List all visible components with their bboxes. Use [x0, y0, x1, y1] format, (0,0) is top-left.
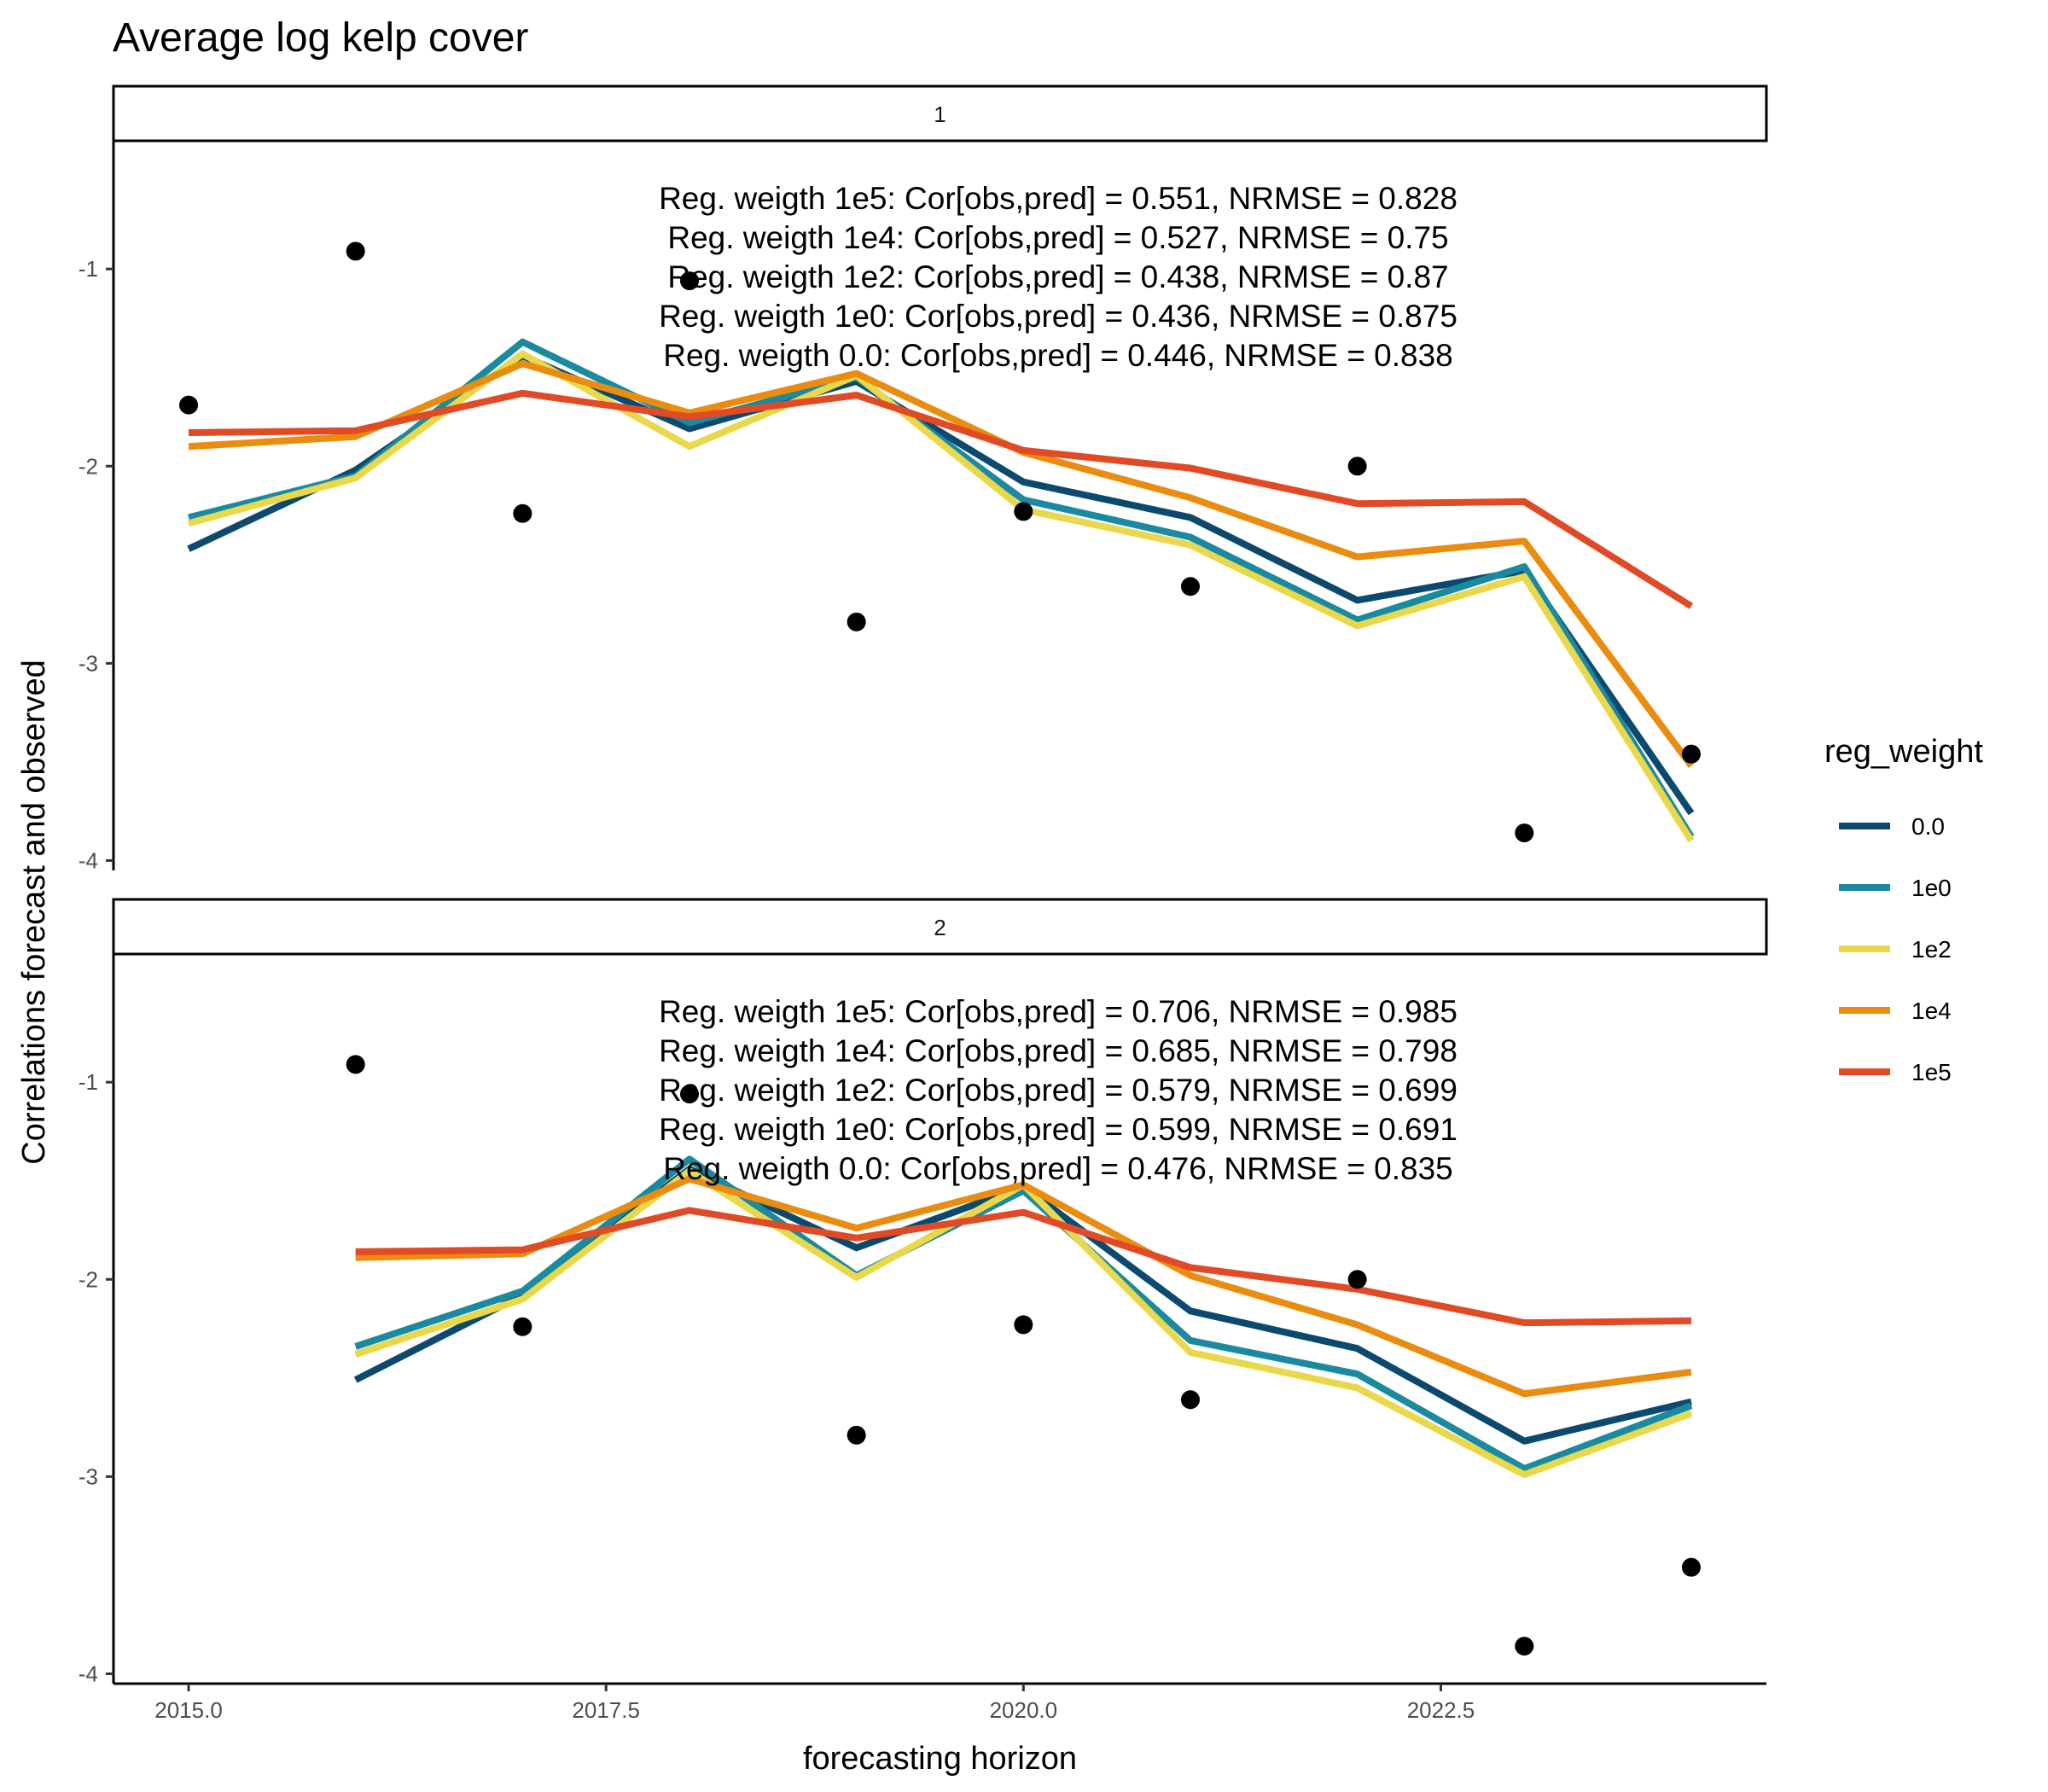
observed-point	[1180, 577, 1200, 596]
legend-label: 1e0	[1911, 875, 1952, 901]
observed-point	[1347, 1270, 1367, 1289]
y-tick-label: -4	[79, 847, 98, 873]
legend-label: 1e5	[1911, 1059, 1952, 1085]
series-lines-2	[353, 1155, 1693, 1479]
x-tick-label: 2017.5	[572, 1697, 640, 1723]
observed-point	[513, 503, 532, 523]
y-axis-ticks-1: -1 -2 -3 -4	[79, 256, 113, 873]
annotation-block-1: Reg. weigth 1e5: Cor[obs,pred] = 0.551, …	[659, 181, 1457, 373]
annotation-text: Reg. weigth 1e0: Cor[obs,pred] = 0.599, …	[659, 1112, 1457, 1147]
observed-point	[847, 1425, 866, 1445]
annotation-text: Reg. weigth 0.0: Cor[obs,pred] = 0.476, …	[663, 1151, 1453, 1186]
series-line-1e4	[188, 360, 1695, 768]
y-tick-label: -1	[79, 1069, 98, 1095]
x-tick-label: 2022.5	[1407, 1697, 1475, 1723]
observed-point	[1681, 744, 1701, 764]
annotation-text: Reg. weigth 1e5: Cor[obs,pred] = 0.706, …	[659, 994, 1457, 1029]
observed-point	[1180, 1390, 1200, 1410]
y-axis-ticks-2: -1 -2 -3 -4	[79, 1069, 113, 1686]
x-tick-label: 2015.0	[154, 1697, 223, 1723]
annotation-block-2: Reg. weigth 1e5: Cor[obs,pred] = 0.706, …	[659, 994, 1457, 1186]
facet-strip-1	[112, 84, 1768, 143]
observed-point	[1347, 457, 1367, 476]
observed-point	[847, 612, 866, 631]
series-lines-1	[187, 338, 1695, 843]
observed-point	[1681, 1557, 1701, 1577]
observed-point	[1515, 823, 1534, 843]
facet-strip-label-2: 2	[934, 915, 945, 940]
facet-strip-2	[112, 898, 1768, 956]
x-axis-ticks: 2015.0 2017.5 2020.0 2022.5	[154, 1684, 1475, 1723]
facet-strip-label-1: 1	[934, 102, 945, 127]
observed-point	[680, 271, 700, 291]
legend-label: 1e2	[1911, 936, 1952, 963]
observed-point	[680, 1085, 700, 1104]
y-tick-label: -2	[79, 1266, 98, 1292]
observed-points-2	[346, 1055, 1701, 1656]
observed-point	[1014, 502, 1033, 521]
series-line-1e2	[187, 350, 1695, 843]
series-line-1e0	[354, 1155, 1693, 1473]
annotation-text: Reg. weigth 0.0: Cor[obs,pred] = 0.446, …	[663, 338, 1453, 373]
annotation-text: Reg. weigth 1e2: Cor[obs,pred] = 0.579, …	[659, 1073, 1457, 1108]
observed-points-1	[179, 241, 1701, 843]
y-tick-label: -3	[79, 1463, 98, 1489]
series-line-1e4	[355, 1175, 1692, 1398]
series-line-1e5	[188, 389, 1694, 609]
legend-label: 0.0	[1911, 813, 1945, 840]
legend: reg_weight 0.0 1e0 1e2 1e4 1e5	[1824, 734, 1983, 1085]
observed-point	[346, 241, 365, 261]
series-line-1e5	[355, 1207, 1692, 1327]
y-tick-label: -1	[79, 256, 98, 282]
annotation-text: Reg. weigth 1e5: Cor[obs,pred] = 0.551, …	[659, 181, 1457, 216]
observed-point	[179, 395, 199, 415]
annotation-text: Reg. weigth 1e2: Cor[obs,pred] = 0.438, …	[667, 259, 1448, 294]
chart-title: Average log kelp cover	[113, 15, 528, 61]
x-tick-label: 2020.0	[990, 1697, 1058, 1723]
annotation-text: Reg. weigth 1e4: Cor[obs,pred] = 0.685, …	[659, 1033, 1457, 1068]
observed-point	[1014, 1315, 1033, 1335]
legend-title: reg_weight	[1824, 734, 1983, 770]
observed-point	[1515, 1637, 1534, 1656]
y-tick-label: -3	[79, 650, 98, 676]
observed-point	[513, 1317, 532, 1336]
legend-label: 1e4	[1911, 998, 1952, 1024]
facet-panel-2: 2 -1 -2 -3 -4 2015.0 2017.5 2020.0 2022.5 Reg.…	[79, 898, 1768, 1723]
facet-panel-1: 1 -1 -2 -3 -4 Reg. weigth 1e5: Cor[obs,pred…	[79, 84, 1768, 873]
annotation-text: Reg. weigth 1e4: Cor[obs,pred] = 0.527, …	[667, 220, 1448, 255]
y-tick-label: -4	[79, 1661, 98, 1686]
observed-point	[346, 1055, 365, 1074]
x-axis-title: forecasting horizon	[803, 1741, 1077, 1777]
y-tick-label: -2	[79, 453, 98, 479]
y-axis-title: Correlations forecast and observed	[16, 660, 52, 1164]
annotation-text: Reg. weigth 1e0: Cor[obs,pred] = 0.436, …	[659, 299, 1457, 334]
